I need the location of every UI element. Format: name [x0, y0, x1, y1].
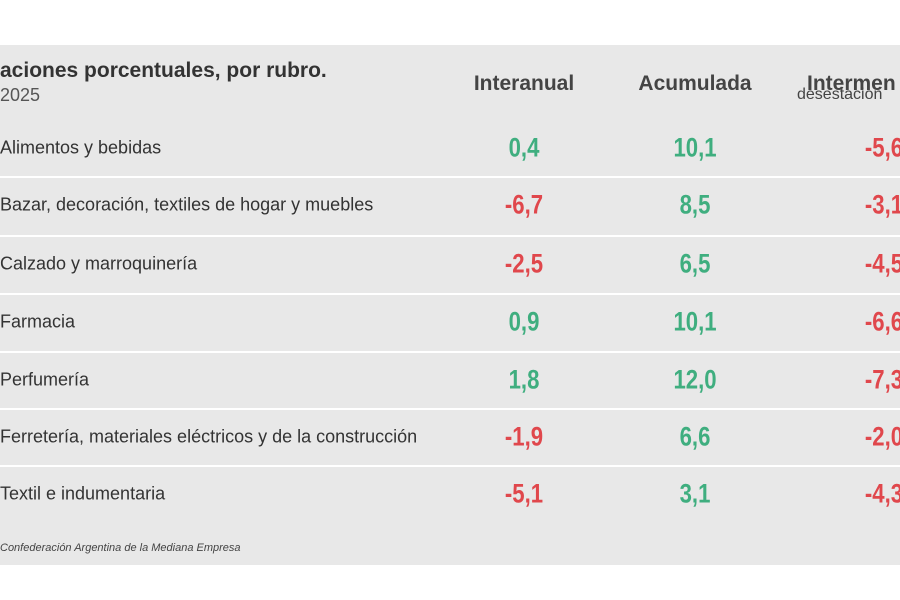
cell-value: 8,5 [679, 189, 711, 220]
column-note: desestacion [797, 86, 883, 103]
row-label: Alimentos y bebidas [0, 137, 162, 158]
row-separator [0, 235, 900, 237]
cell-value: -3,1 [864, 189, 900, 220]
row-label: Bazar, decoración, textiles de hogar y m… [0, 194, 374, 215]
column-header: Acumulada [638, 72, 752, 95]
row-separator [0, 351, 900, 353]
cell-value: -2,0 [864, 421, 900, 452]
row-label: Farmacia [0, 311, 76, 332]
cell-value: -7,3 [864, 364, 900, 395]
row-label: Ferretería, materiales eléctricos y de l… [0, 426, 418, 447]
cell-value: 3,1 [679, 478, 711, 509]
cell-value: -5,6 [864, 132, 900, 163]
cell-value: -5,1 [504, 478, 544, 509]
cell-value: -6,6 [864, 306, 900, 337]
cell-value: -4,3 [864, 478, 900, 509]
source: Confederación Argentina de la Mediana Em… [0, 542, 241, 554]
cell-value: 1,8 [508, 364, 540, 395]
cell-value: 6,5 [679, 248, 711, 279]
row-label: Textil e indumentaria [0, 483, 166, 504]
row-separator [0, 176, 900, 178]
cell-value: 6,6 [679, 421, 711, 452]
row-separator [0, 408, 900, 410]
column-header: Interanual [473, 72, 575, 95]
row-separator [0, 465, 900, 467]
cell-value: 10,1 [673, 132, 717, 163]
title: aciones porcentuales, por rubro. [0, 59, 327, 82]
cell-value: 0,9 [508, 306, 540, 337]
cell-value: 10,1 [673, 306, 717, 337]
cell-value: -4,5 [864, 248, 900, 279]
subtitle: 2025 [0, 85, 41, 105]
row-label: Calzado y marroquinería [0, 253, 198, 274]
cell-value: -6,7 [504, 189, 544, 220]
row-label: Perfumería [0, 369, 90, 390]
column-header: Intermen [807, 72, 896, 95]
cell-value: 12,0 [673, 364, 717, 395]
cell-value: 0,4 [508, 132, 540, 163]
cell-value: -2,5 [504, 248, 544, 279]
row-separator [0, 293, 900, 295]
cell-value: -1,9 [504, 421, 544, 452]
table-panel: aciones porcentuales, por rubro. 2025 de… [0, 45, 900, 565]
